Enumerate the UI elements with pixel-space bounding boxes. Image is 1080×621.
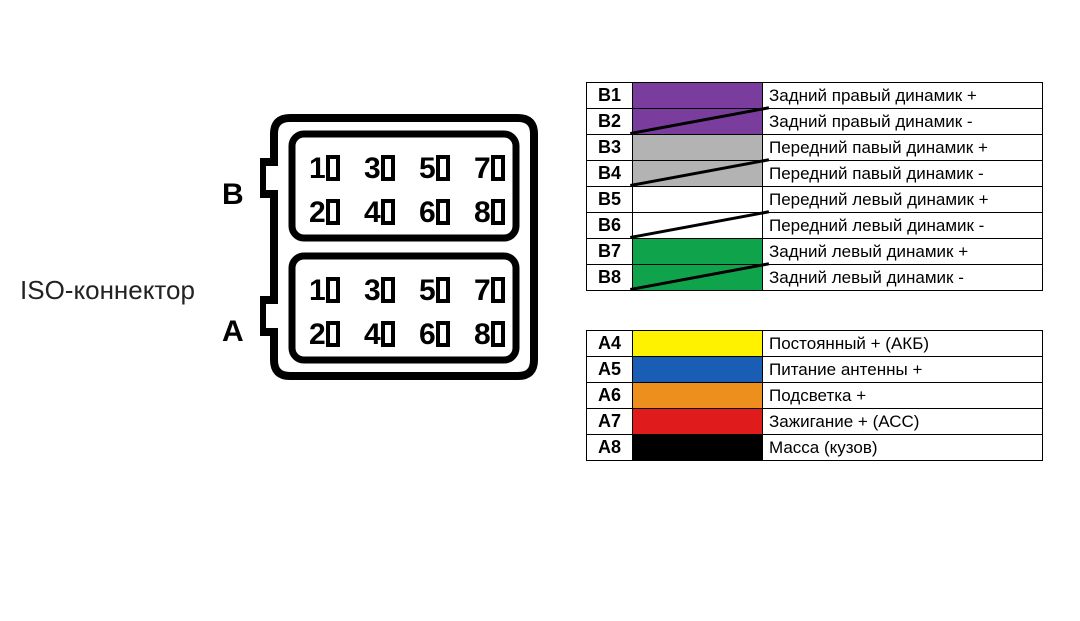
connector-title: ISO-коннектор bbox=[20, 275, 195, 306]
legend-color-swatch bbox=[633, 435, 763, 461]
legend-pin-label: B4 bbox=[587, 161, 633, 187]
legend-pin-label: B2 bbox=[587, 109, 633, 135]
legend-color-swatch bbox=[633, 383, 763, 409]
legend-row: B3 Передний павый динамик + bbox=[587, 135, 1043, 161]
pin-a5-num: 5 bbox=[419, 274, 436, 307]
pin-b4-box bbox=[383, 201, 393, 223]
legend-row: B2 Задний правый динамик - bbox=[587, 109, 1043, 135]
legend-desc: Подсветка + bbox=[763, 383, 1043, 409]
pin-a4-box bbox=[383, 323, 393, 345]
legend-color-swatch bbox=[633, 265, 763, 291]
pin-b2-box bbox=[328, 201, 338, 223]
legend-color-swatch bbox=[633, 83, 763, 109]
legend-pin-label: B7 bbox=[587, 239, 633, 265]
pin-b8-box bbox=[493, 201, 503, 223]
legend-color-swatch bbox=[633, 109, 763, 135]
legend-color-swatch bbox=[633, 135, 763, 161]
pin-a5-box bbox=[438, 279, 448, 301]
legend-desc: Задний левый динамик + bbox=[763, 239, 1043, 265]
legend-desc: Питание антенны + bbox=[763, 357, 1043, 383]
pin-a6-box bbox=[438, 323, 448, 345]
pin-a8-num: 8 bbox=[474, 318, 491, 351]
connector-diagram: 1 3 5 7 2 4 6 8 1 3 5 7 2 bbox=[260, 110, 550, 390]
legend-row: A8 Масса (кузов) bbox=[587, 435, 1043, 461]
legend-color-swatch bbox=[633, 331, 763, 357]
pin-a2-box bbox=[328, 323, 338, 345]
legend-row: B7 Задний левый динамик + bbox=[587, 239, 1043, 265]
pin-b7-box bbox=[493, 157, 503, 179]
pin-b2-num: 2 bbox=[309, 196, 326, 229]
pin-b3-box bbox=[383, 157, 393, 179]
pin-a2-num: 2 bbox=[309, 318, 326, 351]
pin-b3-num: 3 bbox=[364, 152, 381, 185]
pin-a7-box bbox=[493, 279, 503, 301]
legend-row: B8 Задний левый динамик - bbox=[587, 265, 1043, 291]
legend-pin-label: A5 bbox=[587, 357, 633, 383]
section-b-label: B bbox=[222, 178, 244, 212]
legend-desc: Масса (кузов) bbox=[763, 435, 1043, 461]
legend-row: A5 Питание антенны + bbox=[587, 357, 1043, 383]
legend-desc: Задний правый динамик + bbox=[763, 83, 1043, 109]
legend-a-table: A4Постоянный + (АКБ)A5Питание антенны +A… bbox=[586, 330, 1043, 461]
legend-desc: Передний левый динамик - bbox=[763, 213, 1043, 239]
legend-desc: Зажигание + (АСС) bbox=[763, 409, 1043, 435]
legend-color-swatch bbox=[633, 409, 763, 435]
legend-pin-label: A4 bbox=[587, 331, 633, 357]
legend-row: B4 Передний павый динамик - bbox=[587, 161, 1043, 187]
pin-a4-num: 4 bbox=[364, 318, 381, 351]
pin-a8-box bbox=[493, 323, 503, 345]
pin-b7-num: 7 bbox=[474, 152, 491, 185]
pin-b5-num: 5 bbox=[419, 152, 436, 185]
legend-pin-label: A7 bbox=[587, 409, 633, 435]
legend-row: A4 Постоянный + (АКБ) bbox=[587, 331, 1043, 357]
legend-desc: Постоянный + (АКБ) bbox=[763, 331, 1043, 357]
pin-b6-num: 6 bbox=[419, 196, 436, 229]
legend-row: A7 Зажигание + (АСС) bbox=[587, 409, 1043, 435]
legend-pin-label: B5 bbox=[587, 187, 633, 213]
section-a-label: A bbox=[222, 315, 244, 349]
legend-desc: Передний павый динамик + bbox=[763, 135, 1043, 161]
pin-a3-num: 3 bbox=[364, 274, 381, 307]
pin-a3-box bbox=[383, 279, 393, 301]
legend-pin-label: B1 bbox=[587, 83, 633, 109]
legend-pin-label: B3 bbox=[587, 135, 633, 161]
pin-b1-box bbox=[328, 157, 338, 179]
legend-pin-label: B6 bbox=[587, 213, 633, 239]
legend-color-swatch bbox=[633, 161, 763, 187]
legend-color-swatch bbox=[633, 213, 763, 239]
legend-row: B5 Передний левый динамик + bbox=[587, 187, 1043, 213]
legend-b-table: B1 Задний правый динамик + B2 Задний правый… bbox=[586, 82, 1043, 291]
legend-pin-label: A8 bbox=[587, 435, 633, 461]
pin-b1-num: 1 bbox=[309, 152, 326, 185]
pin-b4-num: 4 bbox=[364, 196, 381, 229]
legend-pin-label: B8 bbox=[587, 265, 633, 291]
pin-a1-box bbox=[328, 279, 338, 301]
pin-a1-num: 1 bbox=[309, 274, 326, 307]
legend-row: A6 Подсветка + bbox=[587, 383, 1043, 409]
legend-desc: Передний павый динамик - bbox=[763, 161, 1043, 187]
pin-b5-box bbox=[438, 157, 448, 179]
legend-desc: Передний левый динамик + bbox=[763, 187, 1043, 213]
legend-pin-label: A6 bbox=[587, 383, 633, 409]
legend-color-swatch bbox=[633, 187, 763, 213]
pin-a7-num: 7 bbox=[474, 274, 491, 307]
legend-row: B6 Передний левый динамик - bbox=[587, 213, 1043, 239]
legend-color-swatch bbox=[633, 239, 763, 265]
legend-desc: Задний левый динамик - bbox=[763, 265, 1043, 291]
pin-a6-num: 6 bbox=[419, 318, 436, 351]
legend-desc: Задний правый динамик - bbox=[763, 109, 1043, 135]
legend-row: B1 Задний правый динамик + bbox=[587, 83, 1043, 109]
pin-b6-box bbox=[438, 201, 448, 223]
pin-b8-num: 8 bbox=[474, 196, 491, 229]
legend-color-swatch bbox=[633, 357, 763, 383]
